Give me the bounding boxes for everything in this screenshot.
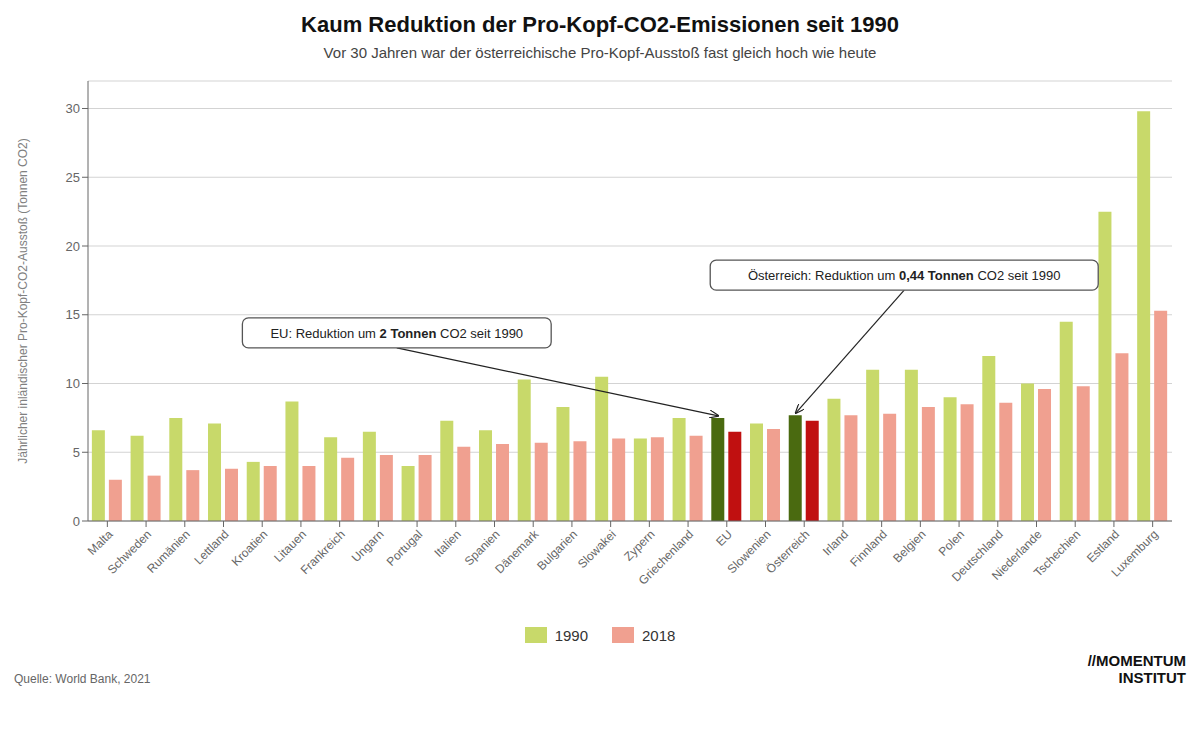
svg-text:Tschechien: Tschechien bbox=[1031, 527, 1083, 579]
svg-text:Belgien: Belgien bbox=[890, 527, 928, 565]
svg-text:Dänemark: Dänemark bbox=[492, 527, 542, 577]
svg-text:Österreich: Reduktion um 0,44: Österreich: Reduktion um 0,44 Tonnen CO2… bbox=[748, 268, 1061, 283]
svg-text:Finnland: Finnland bbox=[847, 527, 889, 569]
svg-text:Portugal: Portugal bbox=[384, 527, 426, 569]
html-text://MOMENTUM INSTITUT: //MOMENTUM INSTITUT bbox=[1087, 652, 1186, 686]
svg-text:Spanien: Spanien bbox=[461, 527, 503, 569]
svg-text:Niederlande: Niederlande bbox=[989, 527, 1045, 583]
svg-text:Deutschland: Deutschland bbox=[948, 527, 1006, 585]
svg-text:25: 25 bbox=[66, 170, 80, 185]
svg-text:Litauen: Litauen bbox=[271, 527, 309, 565]
svg-text:Kroatien: Kroatien bbox=[229, 527, 271, 569]
svg-text:0: 0 bbox=[73, 514, 80, 529]
html-text:Quelle: World Bank, 2021: Quelle: World Bank, 2021 bbox=[14, 672, 151, 686]
svg-text:Lettland: Lettland bbox=[192, 527, 232, 567]
svg-text:Zypern: Zypern bbox=[621, 527, 657, 563]
svg-text:Slowenien: Slowenien bbox=[724, 527, 774, 577]
svg-text:Österreich: Österreich bbox=[763, 527, 812, 576]
svg-text:Luxemburg: Luxemburg bbox=[1108, 527, 1160, 579]
svg-text:Polen: Polen bbox=[936, 527, 968, 559]
svg-text:Griechenland: Griechenland bbox=[636, 527, 696, 587]
svg-text:20: 20 bbox=[66, 239, 80, 254]
svg-text:Estland: Estland bbox=[1084, 527, 1122, 565]
svg-text:10: 10 bbox=[66, 376, 80, 391]
svg-text:Italien: Italien bbox=[431, 527, 464, 560]
svg-text:Jährlicher inländischer Pro-Ko: Jährlicher inländischer Pro-Kopf-CO2-Aus… bbox=[16, 138, 30, 463]
html-text:1990: 1990 bbox=[554, 626, 588, 644]
svg-text:Slowakei: Slowakei bbox=[575, 527, 619, 571]
svg-text:Ungarn: Ungarn bbox=[349, 527, 387, 565]
svg-text:Irland: Irland bbox=[820, 527, 851, 558]
html-text:2018: 2018 bbox=[642, 626, 676, 644]
svg-text:EU: Reduktion um 2 Tonnen CO2: EU: Reduktion um 2 Tonnen CO2 seit 1990 bbox=[270, 325, 523, 340]
svg-text:30: 30 bbox=[66, 101, 80, 116]
html-text:Kaum Reduktion der Pro-Kopf-CO: Kaum Reduktion der Pro-Kopf-CO2-Emission… bbox=[301, 12, 899, 37]
svg-text:Bulgarien: Bulgarien bbox=[534, 527, 580, 573]
svg-text:Schweden: Schweden bbox=[104, 527, 155, 577]
svg-text:15: 15 bbox=[66, 307, 80, 322]
html-text:Vor 30 Jahren war der österrei: Vor 30 Jahren war der österreichische Pr… bbox=[323, 44, 877, 61]
svg-text:EU: EU bbox=[713, 527, 735, 549]
svg-text:Malta: Malta bbox=[85, 527, 116, 558]
svg-text:Frankreich: Frankreich bbox=[298, 527, 348, 577]
svg-text:Rumänien: Rumänien bbox=[144, 527, 193, 576]
svg-text:5: 5 bbox=[73, 445, 80, 460]
